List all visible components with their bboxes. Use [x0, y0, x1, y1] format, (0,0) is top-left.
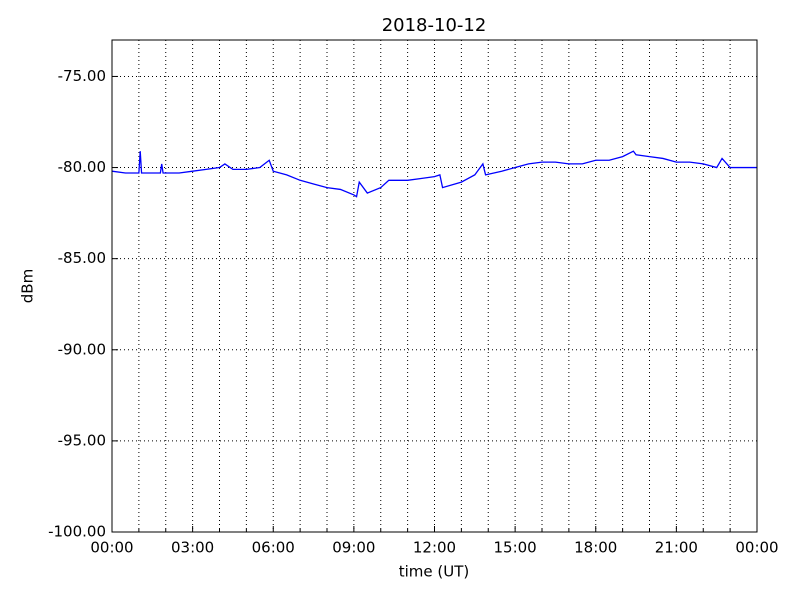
x-tick-label: 03:00	[171, 539, 214, 557]
x-tick-label: 00:00	[735, 539, 778, 557]
x-tick-label: 06:00	[252, 539, 295, 557]
data-line	[111, 150, 757, 198]
y-tick-label: -100.00	[48, 523, 106, 541]
x-tick-label: 12:00	[413, 539, 456, 557]
x-tick-label: 09:00	[332, 539, 375, 557]
x-axis-label: time (UT)	[399, 563, 470, 581]
y-tick-label: -95.00	[58, 431, 106, 449]
y-tick-label: -85.00	[58, 249, 106, 267]
x-tick-label: 00:00	[90, 539, 133, 557]
x-tick-label: 21:00	[655, 539, 698, 557]
y-axis-label: dBm	[19, 269, 37, 303]
plot-frame	[111, 39, 758, 533]
y-tick-label: -90.00	[58, 340, 106, 358]
y-tick-label: -80.00	[58, 158, 106, 176]
chart-title: 2018-10-12	[382, 15, 487, 36]
y-tick-label: -75.00	[58, 67, 106, 85]
x-tick-label: 18:00	[574, 539, 617, 557]
x-tick-label: 15:00	[494, 539, 537, 557]
